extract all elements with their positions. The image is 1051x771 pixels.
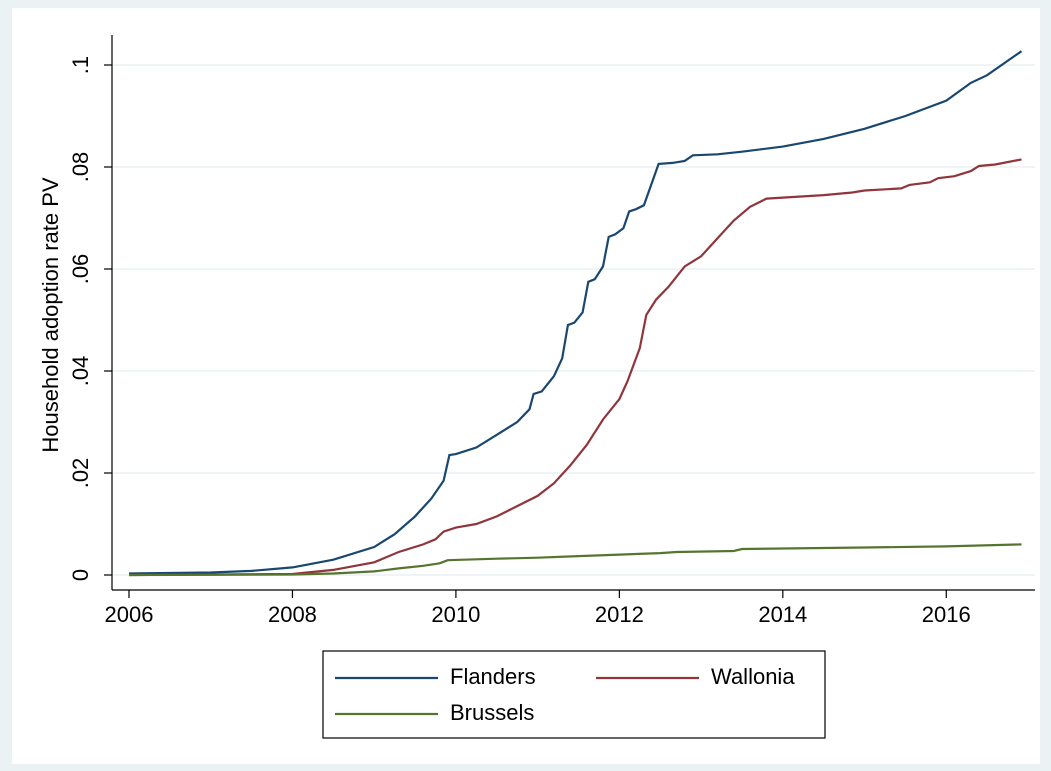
series-line	[128, 158, 1022, 577]
legend-label: Brussels	[450, 700, 534, 725]
x-tick-label: 2016	[922, 602, 971, 627]
y-tick-label: .06	[68, 254, 93, 285]
y-tick-label: 0	[68, 569, 93, 581]
series-line	[128, 543, 1022, 577]
x-tick-label: 2014	[758, 602, 807, 627]
y-tick-label: .1	[68, 56, 93, 74]
x-tick-label: 2010	[431, 602, 480, 627]
legend-label: Flanders	[450, 664, 536, 689]
y-tick-label: .02	[68, 458, 93, 489]
series-line	[128, 50, 1023, 575]
legend-label: Wallonia	[711, 664, 795, 689]
y-axis-title: Household adoption rate PV	[38, 177, 63, 453]
x-tick-label: 2008	[268, 602, 317, 627]
x-tick-label: 2006	[105, 602, 154, 627]
graph-region	[12, 8, 1040, 764]
x-tick-label: 2012	[595, 602, 644, 627]
y-tick-label: .08	[68, 152, 93, 183]
legend-box	[322, 650, 826, 739]
y-tick-label: .04	[68, 356, 93, 387]
